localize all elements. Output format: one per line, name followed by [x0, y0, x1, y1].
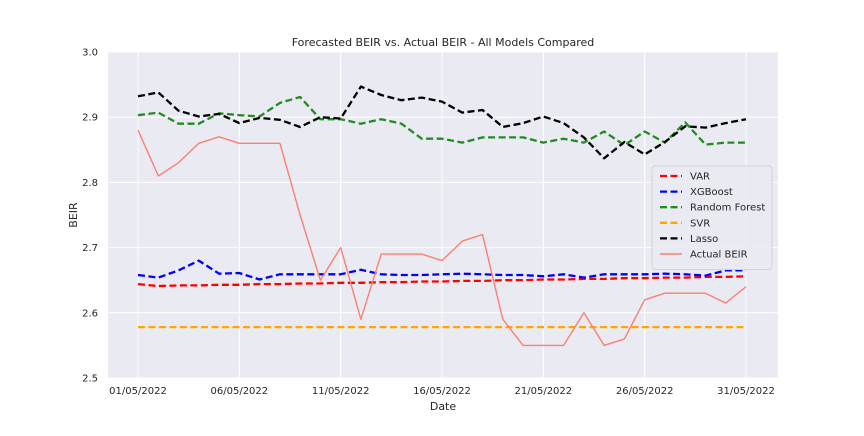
y-tick-label: 2.5 — [82, 374, 98, 385]
series-line-var — [137, 275, 747, 288]
series-line-random-forest — [137, 95, 746, 147]
legend-label: XGBoost — [690, 187, 733, 198]
y-tick-label: 3.0 — [82, 48, 98, 59]
series-line-lasso — [137, 85, 747, 160]
x-tick-label: 31/05/2022 — [717, 386, 775, 397]
x-tick-label: 21/05/2022 — [515, 386, 573, 397]
x-tick-label: 26/05/2022 — [616, 386, 674, 397]
x-tick-label: 11/05/2022 — [312, 386, 370, 397]
chart-title: Forecasted BEIR vs. Actual BEIR - All Mo… — [292, 36, 594, 49]
legend-label: Actual BEIR — [690, 250, 748, 261]
y-axis-label: BEIR — [67, 202, 80, 228]
y-tick-label: 2.7 — [82, 243, 98, 254]
legend-label: Lasso — [690, 234, 718, 245]
legend-label: SVR — [690, 218, 710, 229]
tick-labels: 2.5 2.6 2.7 2.8 2.9 3.0 01/05/2022 06/05/2022 11… — [82, 48, 775, 398]
x-tick-label: 01/05/2022 — [109, 386, 167, 397]
series-line-actual-beir — [137, 129, 747, 347]
x-tick-label: 16/05/2022 — [413, 386, 471, 397]
series-lines — [137, 85, 747, 347]
x-axis-label: Date — [430, 400, 457, 413]
legend-label: VAR — [690, 172, 710, 183]
y-tick-label: 2.9 — [82, 113, 98, 124]
series-line-xgboost — [137, 259, 746, 281]
y-tick-label: 2.8 — [82, 178, 98, 189]
y-tick-label: 2.6 — [82, 308, 98, 319]
legend: VAR XGBoost Random Forest SVR Lasso Actual BE… — [651, 165, 773, 270]
grid-lines — [108, 51, 778, 379]
legend-label: Random Forest — [690, 203, 765, 214]
x-tick-label: 06/05/2022 — [211, 386, 269, 397]
